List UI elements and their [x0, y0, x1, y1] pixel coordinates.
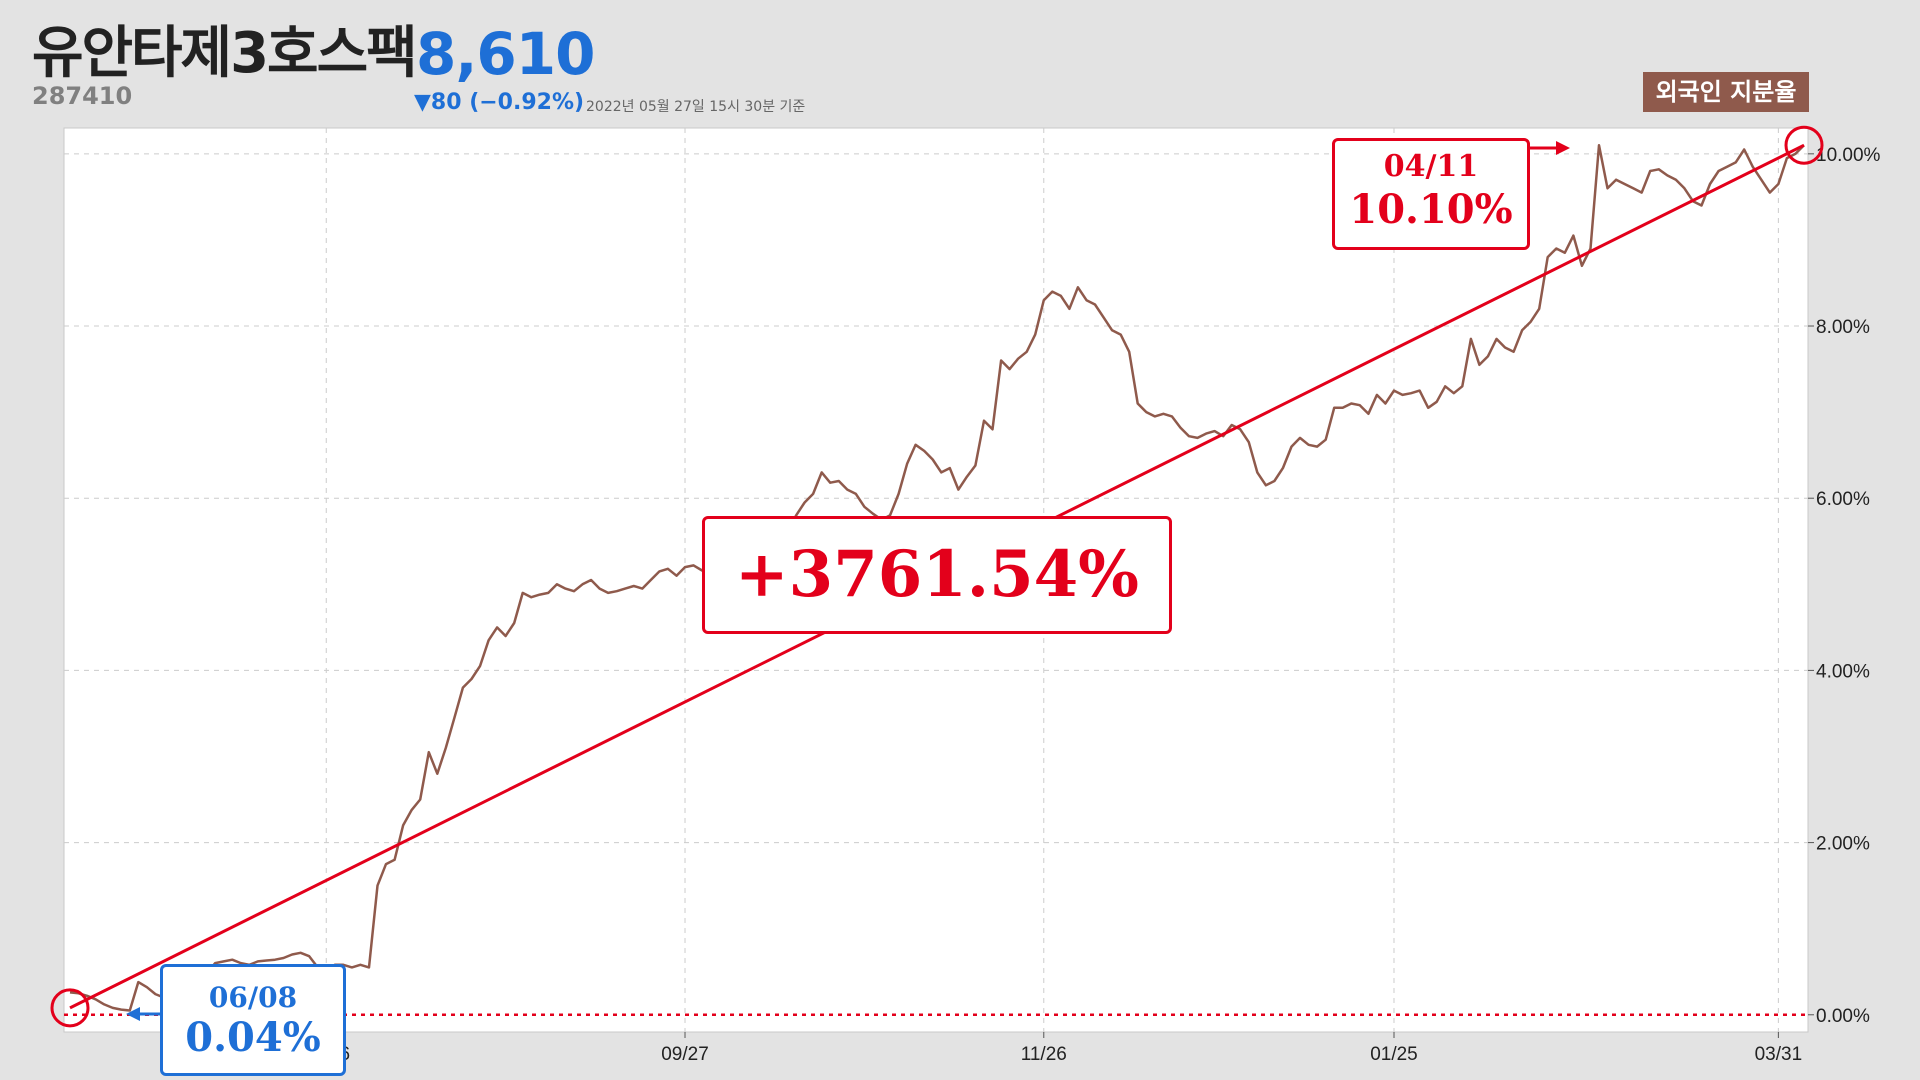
start-callout-value: 0.04%	[185, 1014, 321, 1061]
y-tick-label: 6.00%	[1816, 489, 1870, 510]
foreign-ownership-badge: 외국인 지분율	[1643, 72, 1809, 112]
end-arrow	[1530, 141, 1570, 155]
y-tick-label: 0.00%	[1816, 1006, 1870, 1027]
x-tick-label: 09/27	[661, 1044, 709, 1065]
stock-price: 8,610	[416, 20, 595, 88]
x-tick-label: 03/31	[1755, 1044, 1803, 1065]
ownership-line	[69, 143, 1805, 1012]
stock-name: 유안타제3호스팩	[32, 21, 418, 86]
change-callout: +3761.54%	[702, 516, 1172, 634]
y-tick-label: 2.00%	[1816, 834, 1870, 855]
end-marker-circle	[1784, 125, 1824, 165]
price-change: ▼80 (−0.92%)	[414, 90, 585, 115]
end-callout-value: 10.10%	[1349, 186, 1513, 233]
end-callout-date: 04/11	[1383, 149, 1479, 184]
start-marker-circle	[50, 988, 90, 1028]
y-tick-label: 4.00%	[1816, 661, 1870, 682]
end-callout: 04/11 10.10%	[1332, 138, 1530, 250]
start-callout: 06/08 0.04%	[160, 964, 346, 1076]
start-callout-date: 06/08	[208, 981, 298, 1014]
x-tick-label: 01/25	[1370, 1044, 1418, 1065]
y-tick-label: 8.00%	[1816, 317, 1870, 338]
x-tick-label: 11/26	[1021, 1044, 1067, 1065]
timestamp: 2022년 05월 27일 15시 30분 기준	[586, 99, 806, 115]
y-tick-label: 10.00%	[1816, 145, 1881, 166]
stock-code: 287410	[32, 82, 133, 110]
